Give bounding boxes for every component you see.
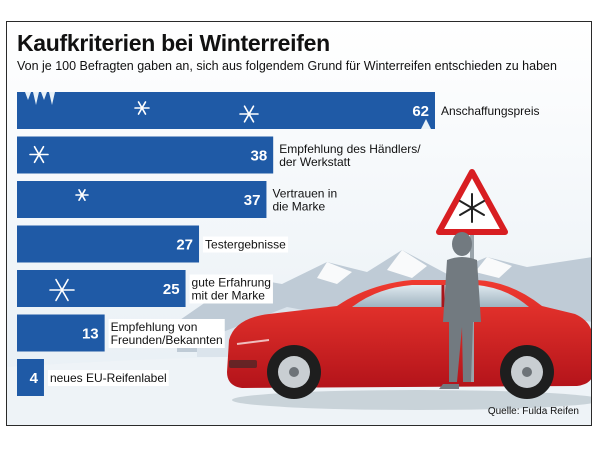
label-background xyxy=(108,319,225,348)
label-background xyxy=(189,274,273,304)
icicle xyxy=(49,92,55,105)
icicle xyxy=(41,92,47,100)
bar-category-label: Empfehlung des Händlers/der Werkstatt xyxy=(279,142,421,169)
bar-value-label: 25 xyxy=(163,281,180,298)
bar-category-label: gute Erfahrung mit der Marke xyxy=(192,276,271,303)
bar-value-label: 38 xyxy=(251,148,268,165)
bar xyxy=(17,92,435,129)
chart-subtitle: Von je 100 Befragten gaben an, sich aus … xyxy=(17,59,557,73)
bar-chart: 62 Anschaffungspreis 38 Empfehlung des Händ… xyxy=(17,92,540,396)
bar xyxy=(17,314,105,352)
snowflake-icon xyxy=(29,145,49,164)
bar-value-label: 13 xyxy=(82,326,99,343)
bar xyxy=(17,270,186,307)
bar-category-label: Empfehlung von Freunden/Bekannten xyxy=(111,320,223,347)
bar xyxy=(17,181,267,218)
label-background xyxy=(203,236,289,253)
snowflake-icon xyxy=(75,189,89,201)
bar-value-label: 4 xyxy=(30,370,39,387)
bar-category-label: Anschaffungspreis xyxy=(441,104,540,118)
source-note: Quelle: Fulda Reifen xyxy=(487,406,579,417)
red-car xyxy=(227,280,591,410)
chart-title: Kaufkriterien bei Winterreifen xyxy=(17,30,330,56)
bar-value-label: 37 xyxy=(244,192,261,209)
bar xyxy=(17,225,200,263)
label-background xyxy=(47,370,169,386)
icicle xyxy=(421,119,431,129)
person-silhouette xyxy=(439,232,481,389)
winter-scene-illustration xyxy=(7,22,591,425)
bar-category-label: Vertrauen in die Marke xyxy=(272,187,337,214)
snowflake-icon xyxy=(239,105,259,123)
bar-value-label: 62 xyxy=(412,103,429,120)
icicle xyxy=(33,92,39,105)
snowflake-icon xyxy=(134,101,150,115)
bar-value-label: 27 xyxy=(176,237,193,254)
bar xyxy=(17,359,44,396)
snowflake-icon xyxy=(49,278,75,302)
infographic-frame: 62 Anschaffungspreis 38 Empfehlung des Händ… xyxy=(6,21,592,426)
bar-category-label: Testergebnisse xyxy=(205,238,286,252)
icicle xyxy=(25,92,31,100)
bar xyxy=(17,136,274,174)
bar-category-label: neues EU-Reifenlabel xyxy=(50,371,167,385)
